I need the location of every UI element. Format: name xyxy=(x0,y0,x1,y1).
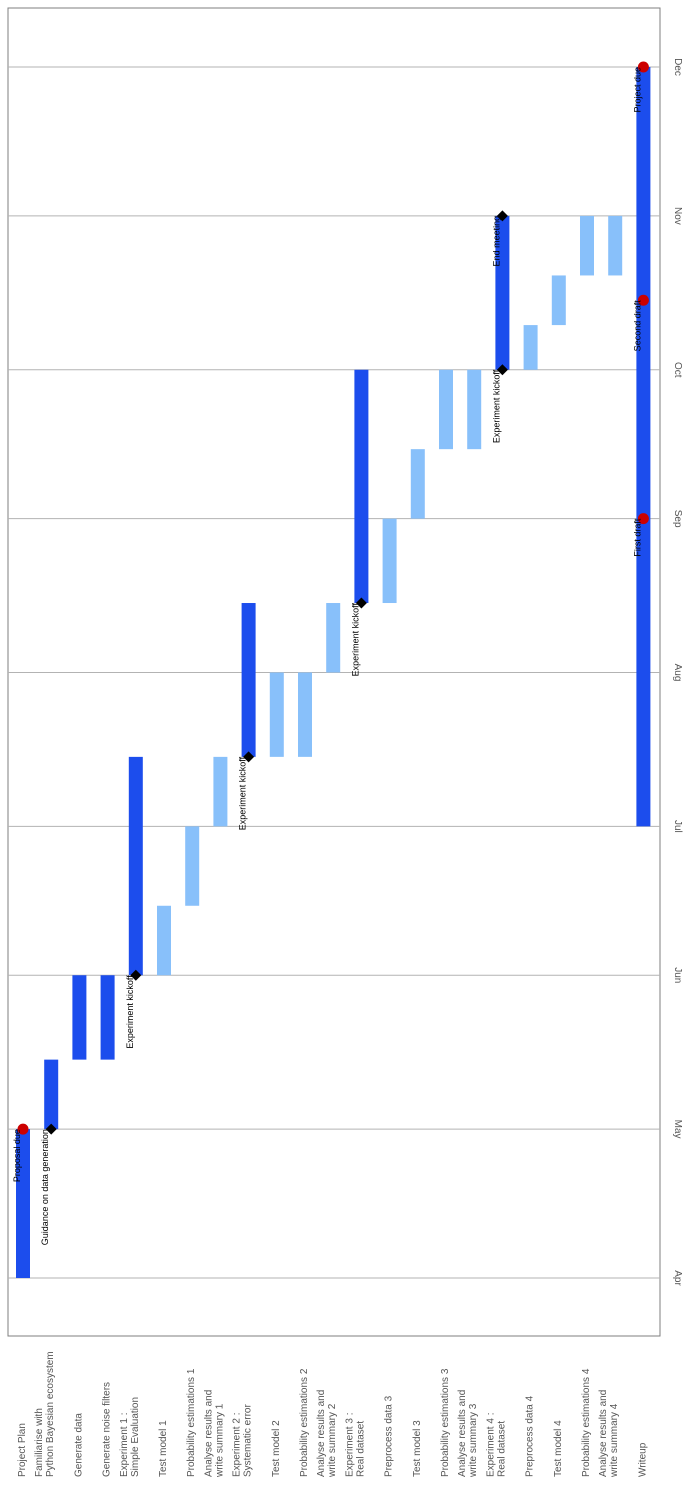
deadline-marker-8 xyxy=(637,513,649,525)
month-label-jun: Jun xyxy=(672,967,683,983)
task-label-18-line-2: Real dataset xyxy=(496,1421,507,1477)
deadline-marker-10 xyxy=(637,61,649,73)
milestone-markers: Proposal due Guidance on data generation E… xyxy=(12,61,649,1245)
month-axis-labels: Apr May Jun Jul Aug Sep Oct Nov Dec xyxy=(672,58,683,1286)
milestone-label-1: Proposal due xyxy=(12,1129,22,1182)
task-bar-1 xyxy=(16,1129,30,1278)
task-bar-4 xyxy=(100,975,115,1060)
task-label-20: Test model 4 xyxy=(553,1420,564,1477)
task-label-8-line-1: Analyse results and xyxy=(203,1390,214,1477)
task-bar-7 xyxy=(185,826,200,906)
month-label-oct: Oct xyxy=(672,362,683,378)
task-bar-12 xyxy=(326,603,341,673)
month-label-aug: Aug xyxy=(672,664,683,682)
task-label-15: Test model 3 xyxy=(412,1420,423,1477)
task-label-8-line-2: write summary 1 xyxy=(214,1403,225,1478)
task-bar-2 xyxy=(44,1059,59,1130)
task-bar-19 xyxy=(523,325,538,370)
task-label-10: Test model 2 xyxy=(271,1420,282,1477)
task-label-7: Probability estimations 1 xyxy=(186,1368,197,1477)
task-bar-15 xyxy=(410,449,425,519)
month-label-dec: Dec xyxy=(672,58,683,76)
task-label-6: Test model 1 xyxy=(158,1420,169,1477)
task-bar-3 xyxy=(72,975,87,1060)
task-bar-16 xyxy=(439,369,453,450)
task-bar-21 xyxy=(580,215,594,276)
deadline-marker-9 xyxy=(637,294,649,306)
task-bar-20 xyxy=(551,275,566,326)
task-label-9-line-2: Systematic error xyxy=(243,1404,254,1477)
task-label-3: Generate data xyxy=(73,1413,84,1477)
task-label-5-line-1: Experiment 1 : xyxy=(119,1413,130,1477)
task-bar-23 xyxy=(636,67,651,827)
task-label-17-line-1: Analyse results and xyxy=(457,1390,468,1477)
task-bar-14 xyxy=(382,518,397,604)
milestone-label-7: End meeting xyxy=(491,216,501,267)
task-label-17-line-2: write summary 3 xyxy=(468,1403,479,1478)
month-label-nov: Nov xyxy=(672,207,683,225)
task-bar-17 xyxy=(467,369,482,450)
task-label-19: Preprocess data 4 xyxy=(525,1395,536,1477)
task-label-16: Probability estimations 3 xyxy=(440,1368,451,1477)
milestone-label-5: Experiment kickoff xyxy=(350,603,360,677)
task-label-1: Project Plan xyxy=(17,1423,28,1477)
task-bar-6 xyxy=(157,905,171,976)
task-label-11: Probability estimations 2 xyxy=(299,1368,310,1477)
task-label-2-line-1: Familiarise with xyxy=(34,1408,45,1477)
task-label-22-line-2: write summary 4 xyxy=(609,1403,620,1478)
task-label-12-line-2: write summary 2 xyxy=(327,1403,338,1478)
task-bar-11 xyxy=(298,672,312,757)
task-label-4: Generate noise filters xyxy=(102,1382,113,1477)
task-label-2-line-2: Python Bayesian ecosystem xyxy=(45,1351,56,1477)
task-bar-10 xyxy=(269,672,284,757)
milestone-label-9: Second draft xyxy=(632,300,642,352)
milestone-label-2: Guidance on data generation xyxy=(40,1129,50,1245)
milestone-label-3: Experiment kickoff xyxy=(125,975,135,1049)
month-label-apr: Apr xyxy=(672,1270,683,1286)
task-label-13-line-2: Real dataset xyxy=(355,1421,366,1477)
milestone-label-8: First draft xyxy=(632,518,642,557)
month-label-may: May xyxy=(672,1120,683,1139)
task-bar-9 xyxy=(241,603,256,757)
task-bars xyxy=(16,67,651,1278)
milestone-label-6: Experiment kickoff xyxy=(491,369,501,443)
task-bar-5 xyxy=(128,756,143,976)
milestone-diamond-7 xyxy=(496,210,508,222)
grid-lines xyxy=(8,66,660,1279)
month-label-jul: Jul xyxy=(672,820,683,833)
task-bar-8 xyxy=(213,756,228,827)
task-bar-13 xyxy=(354,369,369,604)
milestone-diamond-5 xyxy=(355,597,367,609)
task-label-9-line-1: Experiment 2 : xyxy=(232,1413,243,1477)
task-axis-labels: Project Plan Familiarise with Python Bayes… xyxy=(17,1351,648,1478)
task-label-5-line-2: Simple Evaluation xyxy=(130,1397,141,1477)
task-label-18-line-1: Experiment 4 : xyxy=(485,1413,496,1477)
task-bar-18 xyxy=(495,215,510,370)
month-label-sep: Sep xyxy=(672,510,683,528)
task-label-23: Writeup xyxy=(637,1442,648,1477)
milestone-label-10: Project due xyxy=(632,67,642,113)
milestone-diamond-4 xyxy=(243,751,255,763)
milestone-diamond-3 xyxy=(130,969,142,981)
task-bar-22 xyxy=(608,215,623,276)
milestone-diamond-2 xyxy=(45,1123,57,1135)
task-label-13-line-1: Experiment 3 : xyxy=(344,1413,355,1477)
task-label-12-line-1: Analyse results and xyxy=(316,1390,327,1477)
task-label-21: Probability estimations 4 xyxy=(581,1368,592,1477)
task-label-22-line-1: Analyse results and xyxy=(598,1390,609,1477)
deadline-marker-1 xyxy=(17,1123,29,1135)
task-label-14: Preprocess data 3 xyxy=(384,1395,395,1477)
milestone-label-4: Experiment kickoff xyxy=(238,756,248,830)
milestone-diamond-6 xyxy=(496,364,508,376)
